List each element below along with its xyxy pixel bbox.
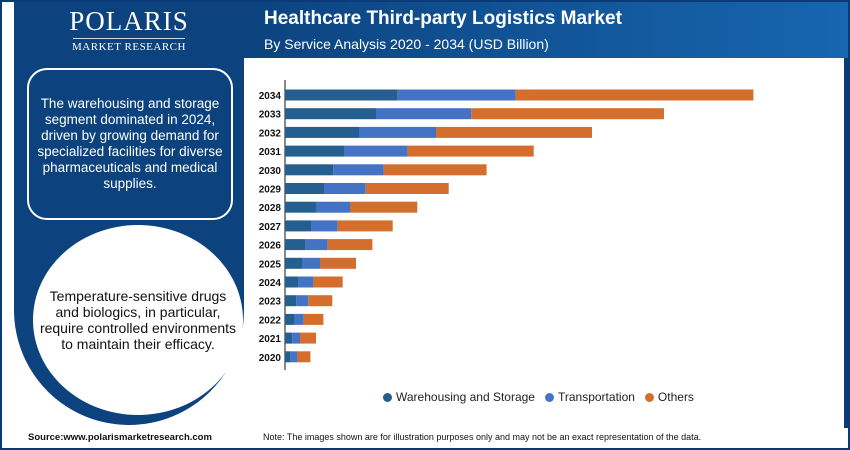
logo: POLARIS MARKET RESEARCH xyxy=(14,6,244,53)
bar-segment-transportation xyxy=(376,108,472,120)
y-tick-label: 2029 xyxy=(259,185,282,196)
chart-subtitle: By Service Analysis 2020 - 2034 (USD Bil… xyxy=(264,36,549,52)
legend: Warehousing and Storage Transportation Oth… xyxy=(383,390,694,404)
bar-segment-others xyxy=(308,295,333,307)
bar-segment-others xyxy=(303,313,324,325)
legend-marker xyxy=(644,393,654,402)
bar-segment-others xyxy=(515,89,754,101)
logo-name: POLARIS xyxy=(69,6,189,36)
bar-segment-warehousing-and-storage xyxy=(285,145,345,157)
bar-segment-warehousing-and-storage xyxy=(285,220,311,232)
bar-segment-others xyxy=(407,145,534,157)
bar-segment-transportation xyxy=(294,313,304,325)
bar-segment-others xyxy=(337,220,393,232)
bar-segment-warehousing-and-storage xyxy=(285,89,398,101)
legend-label: Transportation xyxy=(557,390,635,404)
bar-segment-others xyxy=(327,239,373,251)
legend-item: Warehousing and Storage xyxy=(383,390,535,404)
bar-chart: 2034 2033 2032 2031 2030 2029 2028 2027 2026 2025… xyxy=(259,80,754,370)
y-tick-label: 2033 xyxy=(259,110,282,121)
y-tick-label: 2031 xyxy=(259,147,282,158)
bar-segment-warehousing-and-storage xyxy=(285,332,293,344)
insight-text-2: Temperature-sensitive drugs and biologic… xyxy=(39,288,237,352)
y-tick-label: 2030 xyxy=(259,166,282,177)
bar-segment-others xyxy=(297,351,311,363)
y-tick-label: 2021 xyxy=(259,334,282,345)
header: Healthcare Third-party Logistics Market … xyxy=(244,0,850,58)
y-tick-label: 2024 xyxy=(259,278,282,289)
insight-text-1: The warehousing and storage segment domi… xyxy=(37,96,223,191)
legend-item: Transportation xyxy=(544,390,635,404)
bar-segment-transportation xyxy=(397,89,516,101)
insight-box: The warehousing and storage segment domi… xyxy=(27,68,233,220)
bar-segment-transportation xyxy=(344,145,408,157)
y-tick-label: 2025 xyxy=(259,259,282,270)
bar-segment-warehousing-and-storage xyxy=(285,126,359,138)
bar-segment-others xyxy=(320,257,356,269)
bar-segment-transportation xyxy=(311,220,338,232)
bar-segment-warehousing-and-storage xyxy=(285,276,299,288)
y-tick-label: 2034 xyxy=(259,91,282,102)
bar-segment-others xyxy=(365,183,449,194)
bar-segment-transportation xyxy=(290,351,298,363)
bar-segment-others xyxy=(436,126,592,138)
bar-segment-others xyxy=(383,164,487,176)
y-tick-label: 2022 xyxy=(259,315,282,326)
legend-marker xyxy=(383,393,392,402)
footer-note: Note: The images shown are for illustrat… xyxy=(263,432,702,442)
right-border xyxy=(844,58,848,428)
bar-segment-warehousing-and-storage xyxy=(285,257,302,269)
bar-segment-others xyxy=(300,332,316,344)
bar-segment-others xyxy=(350,201,418,213)
bar-segment-transportation xyxy=(302,257,320,269)
legend-item: Others xyxy=(644,390,694,404)
chart-title: Healthcare Third-party Logistics Market xyxy=(264,8,622,29)
bar-segment-warehousing-and-storage xyxy=(285,201,317,213)
y-tick-label: 2028 xyxy=(259,203,282,214)
y-tick-label: 2023 xyxy=(259,297,282,308)
bar-segment-transportation xyxy=(333,164,384,176)
bar-segment-warehousing-and-storage xyxy=(285,183,324,194)
bar-segment-others xyxy=(313,276,343,288)
bar-segment-warehousing-and-storage xyxy=(285,313,294,325)
y-tick-label: 2032 xyxy=(259,128,282,139)
bar-segment-transportation xyxy=(298,276,314,288)
bar-segment-others xyxy=(471,108,664,120)
legend-label: Warehousing and Storage xyxy=(396,390,535,404)
bar-segment-warehousing-and-storage xyxy=(285,108,376,120)
insight-circle: Temperature-sensitive drugs and biologic… xyxy=(33,225,243,415)
bar-segment-transportation xyxy=(324,183,366,194)
bar-segment-transportation xyxy=(305,239,328,251)
logo-divider xyxy=(73,38,185,39)
legend-label: Others xyxy=(657,390,694,404)
legend-marker xyxy=(544,393,554,402)
y-tick-label: 2027 xyxy=(259,222,282,233)
bar-segment-warehousing-and-storage xyxy=(285,351,291,363)
logo-tagline: MARKET RESEARCH xyxy=(72,41,186,53)
bar-segment-warehousing-and-storage xyxy=(285,239,306,251)
bar-segment-transportation xyxy=(296,295,309,307)
bar-segment-warehousing-and-storage xyxy=(285,164,334,176)
bar-segment-warehousing-and-storage xyxy=(285,295,297,307)
y-tick-label: 2020 xyxy=(259,353,282,364)
y-tick-label: 2026 xyxy=(259,241,282,252)
bar-segment-transportation xyxy=(292,332,300,344)
bar-segment-transportation xyxy=(359,126,436,138)
bar-segment-transportation xyxy=(316,201,350,213)
source-text: Source:www.polarismarketresearch.com xyxy=(28,432,212,443)
